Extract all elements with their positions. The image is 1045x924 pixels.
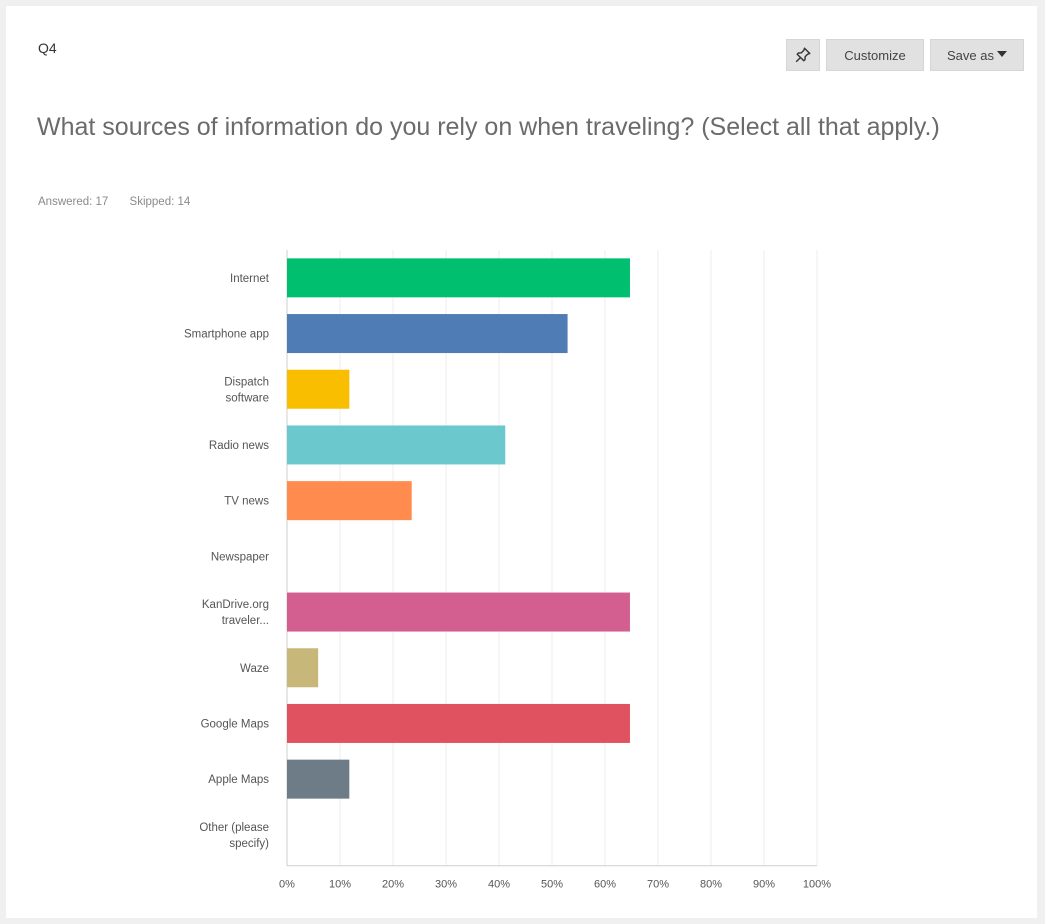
x-tick-label: 20% [382,879,404,891]
x-tick-label: 10% [329,879,351,891]
y-category-label-line: Internet [230,273,270,285]
pin-button[interactable] [786,39,820,71]
chevron-down-icon [996,51,1007,57]
y-category-label-line: software [226,392,269,404]
y-category-label: Internet [230,273,270,285]
y-category-label-line: Newspaper [211,551,269,563]
x-tick-label: 100% [803,879,831,891]
pin-icon [795,47,811,63]
y-category-label: KanDrive.org traveler... [202,599,269,627]
response-stats: Answered: 17 Skipped: 14 [38,196,190,208]
y-category-label: Other (please specify) [199,822,269,850]
x-tick-label: 40% [488,879,510,891]
bar [287,703,630,743]
y-category-label-line: specify) [229,838,269,850]
answered-count: Answered: 17 [38,196,109,208]
y-category-label-line: Apple Maps [208,774,269,786]
customize-button-label: Customize [844,47,906,63]
bar [287,759,350,799]
bar [287,258,630,298]
y-category-label-line: KanDrive.org [202,599,269,611]
y-category-label: Newspaper [211,551,269,563]
x-tick-label: 90% [753,879,775,891]
y-category-label-line: Waze [240,663,269,675]
y-category-label: Smartphone app [184,329,269,341]
question-number: Q4 [38,40,57,56]
save-as-button-label: Save as [947,47,994,63]
y-category-label: Google Maps [201,718,270,730]
y-category-label: Dispatch software [224,376,269,404]
customize-button[interactable]: Customize [826,39,924,71]
bar [287,481,412,521]
y-category-label-line: Radio news [209,440,269,452]
x-tick-label: 80% [700,879,722,891]
y-category-label: TV news [224,496,269,508]
x-tick-label: 0% [279,879,295,891]
y-category-label-line: Smartphone app [184,329,269,341]
y-category-label: Waze [240,663,269,675]
y-category-label-line: TV news [224,496,269,508]
y-category-label-line: Google Maps [201,718,270,730]
bar [287,648,319,688]
bar [287,314,568,354]
x-tick-label: 60% [594,879,616,891]
question-title: What sources of information do you rely … [37,113,940,141]
bar-chart: 0% 10% 20% 30% 40% 50% 60% 70% 80% 90% 100% Interne… [184,250,831,891]
bar [287,425,506,465]
y-category-label-line: traveler... [222,615,269,627]
y-category-label-line: Other (please [199,822,269,834]
x-tick-label: 30% [435,879,457,891]
y-category-label: Radio news [209,440,269,452]
y-category-label: Apple Maps [208,774,269,786]
skipped-count: Skipped: 14 [129,196,191,208]
x-tick-label: 50% [541,879,563,891]
save-as-button[interactable]: Save as [930,39,1024,71]
x-tick-label: 70% [647,879,669,891]
bar [287,592,630,632]
y-category-label-line: Dispatch [224,376,269,388]
question-card: Q4 Customize Save as What sources of inf… [6,6,1037,918]
bar [287,369,350,409]
